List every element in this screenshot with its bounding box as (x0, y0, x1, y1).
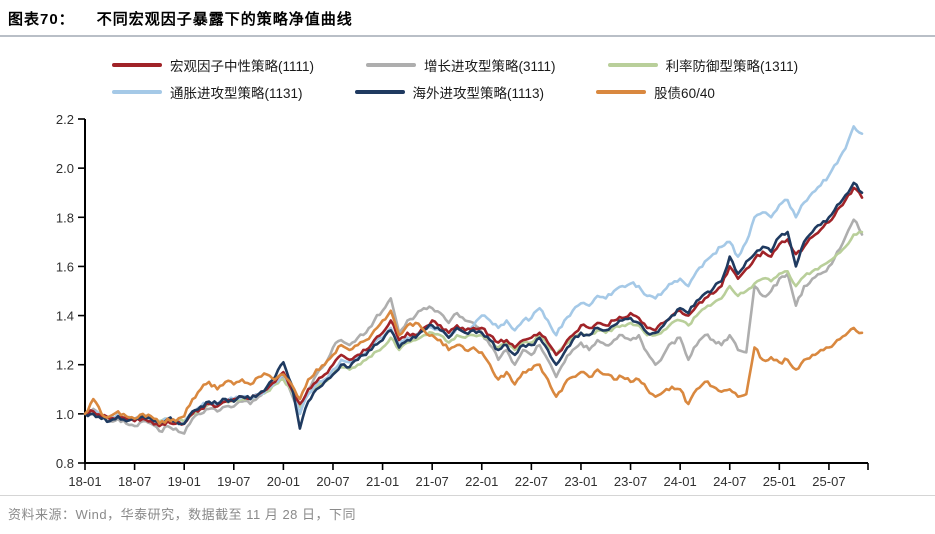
figure-number-label: 图表70： (8, 11, 75, 28)
legend-label: 利率防御型策略(1311) (665, 58, 799, 74)
y-tick-label: 1.8 (56, 210, 74, 225)
x-tick-label: 18-01 (68, 474, 101, 489)
y-tick-label: 2.2 (56, 112, 74, 127)
x-tick-label: 21-01 (366, 474, 399, 489)
x-tick-label: 25-01 (763, 474, 796, 489)
chart-area: 0.8 1.0 1.2 1.4 1.6 1.8 2.0 2.2 18-01 18-07 19-01 1… (0, 107, 935, 500)
y-tick-label: 1.0 (56, 407, 74, 422)
legend-swatch (596, 89, 647, 94)
legend-swatch (354, 89, 405, 94)
chart-legend: 宏观因子中性策略(1111) 增长进攻型策略(3111) 利率防御型策略(1311)… (112, 51, 935, 105)
legend-swatch (607, 62, 658, 67)
y-tick-label: 1.2 (56, 358, 74, 373)
legend-item: 宏观因子中性策略(1111) (112, 55, 314, 75)
x-tick-label: 20-01 (267, 474, 300, 489)
x-tick-label: 19-01 (168, 474, 201, 489)
y-tick-label: 1.6 (56, 259, 74, 274)
legend-row: 通胀进攻型策略(1131) 海外进攻型策略(1113) 股债60/40 (112, 78, 935, 105)
legend-item: 增长进攻型策略(3111) (366, 55, 556, 75)
series-line-5 (83, 309, 864, 425)
x-tick-label: 22-01 (465, 474, 498, 489)
legend-swatch (112, 89, 162, 94)
axes (84, 119, 868, 464)
x-tick-label: 25-07 (812, 474, 845, 489)
series-line-4 (83, 181, 864, 430)
x-tick-label: 20-07 (316, 474, 349, 489)
legend-item: 海外进攻型策略(1113) (354, 82, 545, 102)
figure-title: 不同宏观因子暴露下的策略净值曲线 (96, 11, 353, 28)
y-tick-label: 0.8 (56, 456, 74, 471)
figure-header: 图表70： 不同宏观因子暴露下的策略净值曲线 (0, 0, 935, 37)
source-note: 资料来源：Wind，华泰研究，数据截至 11 月 28 日，下同 (8, 507, 357, 522)
legend-swatch (366, 62, 417, 67)
legend-item: 股债60/40 (596, 82, 715, 102)
series-line-1 (83, 218, 864, 435)
legend-label: 通胀进攻型策略(1131) (170, 85, 303, 101)
legend-label: 股债60/40 (654, 85, 715, 101)
series-line-3 (83, 125, 864, 426)
y-tick-label: 1.4 (56, 309, 74, 324)
legend-label: 海外进攻型策略(1113) (412, 85, 545, 101)
legend-swatch (112, 62, 162, 67)
legend-item: 通胀进攻型策略(1131) (112, 82, 303, 102)
x-tick-label: 24-01 (664, 474, 697, 489)
x-tick-label: 23-07 (614, 474, 647, 489)
series-line-0 (83, 186, 864, 428)
x-tick-label: 24-07 (713, 474, 746, 489)
legend-row: 宏观因子中性策略(1111) 增长进攻型策略(3111) 利率防御型策略(1311) (112, 51, 935, 78)
x-tick-label: 21-07 (416, 474, 449, 489)
chart-canvas: 0.8 1.0 1.2 1.4 1.6 1.8 2.0 2.2 18-01 18-07 19-01 1… (56, 112, 869, 489)
legend-item: 利率防御型策略(1311) (607, 55, 799, 75)
x-tick-label: 18-07 (118, 474, 151, 489)
legend-label: 宏观因子中性策略(1111) (170, 58, 315, 74)
x-tick-label: 19-07 (217, 474, 250, 489)
figure-footer: 资料来源：Wind，华泰研究，数据截至 11 月 28 日，下同 (0, 495, 935, 534)
y-tick-label: 2.0 (56, 161, 74, 176)
legend-label: 增长进攻型策略(3111) (424, 58, 556, 74)
x-tick-label: 22-07 (515, 474, 548, 489)
x-tick-label: 23-01 (564, 474, 597, 489)
